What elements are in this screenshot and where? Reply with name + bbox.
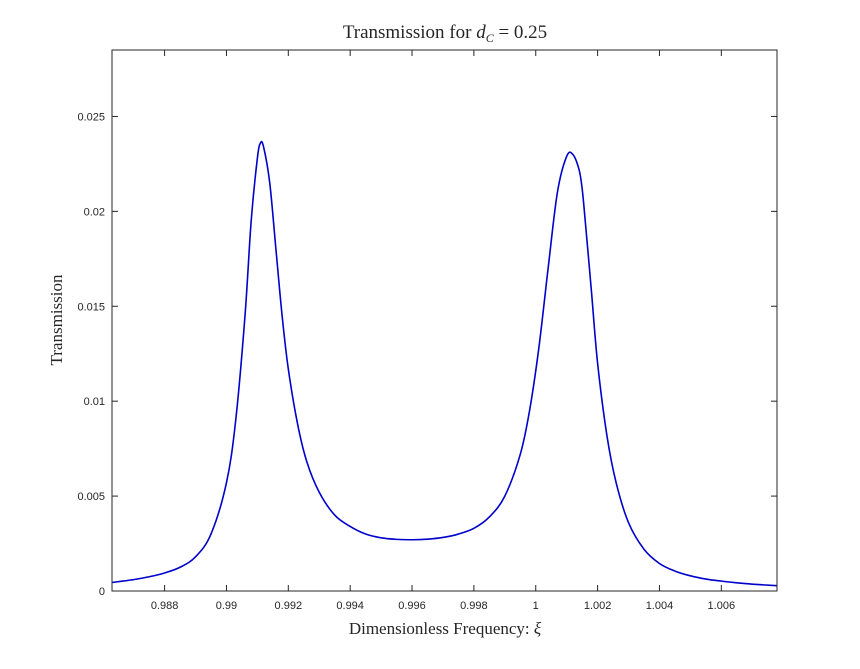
y-axis-title: Transmission (47, 274, 66, 366)
y-tick-label: 0.02 (84, 206, 105, 218)
x-tick-label: 1 (533, 600, 539, 612)
y-tick-label: 0.01 (84, 396, 105, 408)
x-tick-label: 0.988 (151, 600, 179, 612)
title-prefix: Transmission for (343, 22, 476, 43)
x-tick-label: 0.992 (275, 600, 303, 612)
x-axis-title-symbol: ξ (534, 619, 542, 638)
x-tick-label: 1.006 (708, 600, 736, 612)
transmission-line (111, 140, 778, 587)
title-variable: d (476, 22, 486, 43)
title-subscript: C (486, 31, 495, 45)
plot-frame (111, 49, 778, 592)
x-axis-ticks: 0.988 0.99 0.992 0.994 0.996 0.998 1 1.002 1.004… (151, 50, 735, 612)
x-tick-label: 0.998 (460, 600, 488, 612)
x-tick-label: 1.002 (584, 600, 612, 612)
x-axis-title: Dimensionless Frequency: ξ (349, 619, 542, 638)
y-tick-label: 0.015 (77, 301, 105, 313)
y-tick-label: 0.005 (77, 491, 105, 503)
y-tick-label: 0.025 (77, 111, 105, 123)
x-tick-label: 1.004 (646, 600, 674, 612)
plot-area (112, 50, 777, 591)
x-tick-label: 0.994 (336, 600, 364, 612)
x-tick-label: 0.99 (216, 600, 237, 612)
title-suffix: = 0.25 (494, 22, 547, 43)
chart-title: Transmission for dC = 0.25 (343, 22, 547, 45)
x-axis-title-text: Dimensionless Frequency: (349, 619, 534, 638)
y-tick-label: 0 (99, 586, 105, 598)
x-tick-label: 0.996 (398, 600, 426, 612)
